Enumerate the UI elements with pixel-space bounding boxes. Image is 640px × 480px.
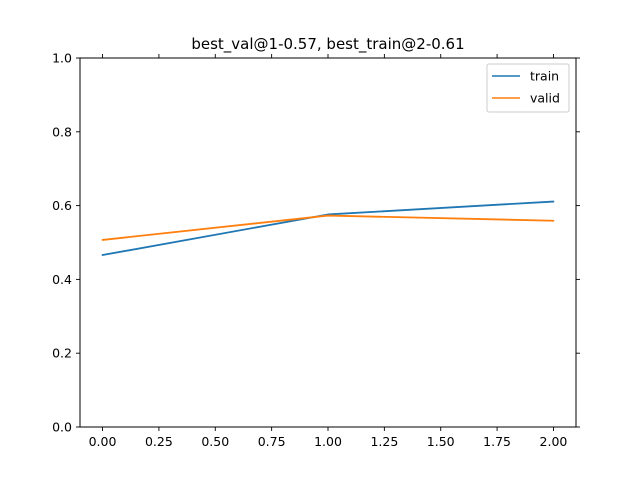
x-tick-label: 1.00	[314, 434, 342, 449]
x-tick-label: 2.00	[540, 434, 568, 449]
series-line-train	[101, 200, 555, 256]
x-tick-label: 1.25	[370, 434, 398, 449]
x-tick-label: 0.50	[201, 434, 229, 449]
legend-label-valid: valid	[530, 91, 560, 106]
legend-label-train: train	[530, 69, 559, 84]
y-tick-label: 0.8	[52, 124, 72, 139]
legend: train valid	[486, 63, 570, 113]
series-layer	[101, 200, 555, 256]
axes-layer: 0.00 0.25 0.50 0.75 1.00 1.25 1.50 1.75 2.00 0.0 0…	[52, 51, 580, 449]
y-tick-label: 0.6	[52, 198, 72, 213]
x-tick-label: 0.25	[145, 434, 173, 449]
y-tick-label: 0.4	[52, 272, 72, 287]
y-tick-label: 0.2	[52, 346, 72, 361]
x-tick-label: 1.50	[427, 434, 455, 449]
chart-title: best_val@1-0.57, best_train@2-0.61	[191, 35, 464, 54]
y-tick-label: 0.0	[52, 420, 72, 435]
y-tick-label: 1.0	[52, 51, 72, 66]
series-line-valid	[101, 214, 555, 241]
x-tick-label: 0.75	[258, 434, 286, 449]
x-tick-label: 1.75	[483, 434, 511, 449]
x-tick-label: 0.00	[89, 434, 117, 449]
